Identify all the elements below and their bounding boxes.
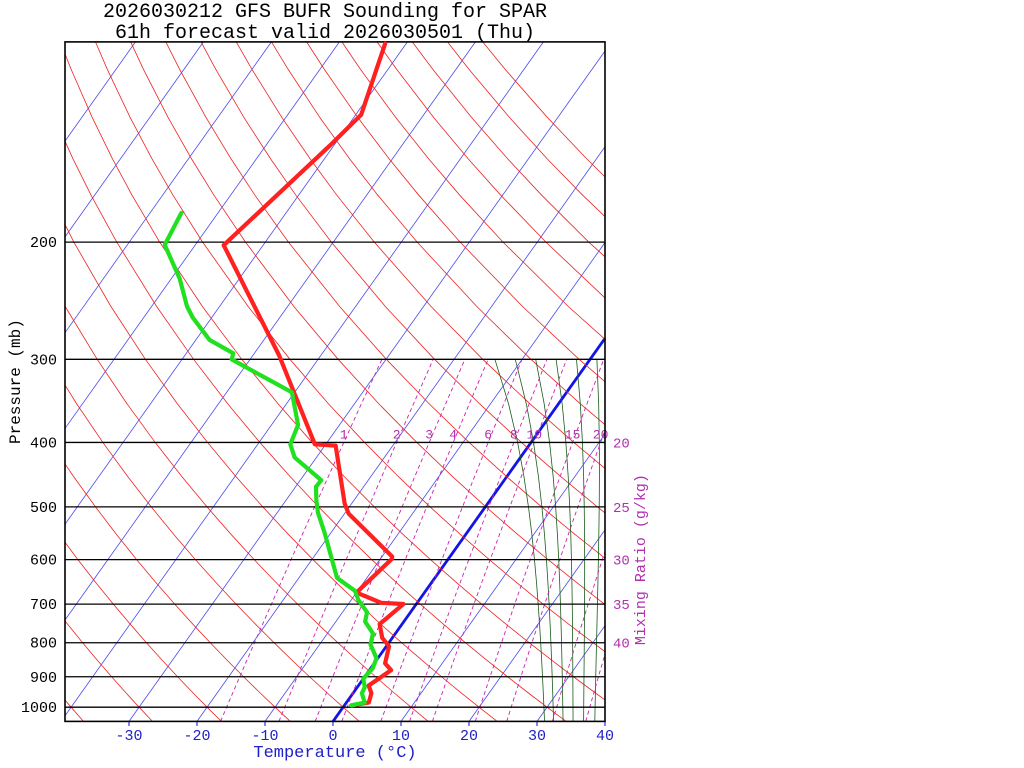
svg-text:20: 20 [613,436,630,452]
svg-text:-10: -10 [251,728,278,745]
svg-text:20: 20 [593,427,609,442]
svg-text:2: 2 [393,427,401,442]
svg-text:30: 30 [613,554,630,570]
svg-text:600: 600 [30,553,57,570]
svg-text:-20: -20 [183,728,210,745]
svg-text:800: 800 [30,636,57,653]
svg-text:500: 500 [30,500,57,517]
svg-text:Temperature (°C): Temperature (°C) [253,744,416,763]
svg-text:900: 900 [30,670,57,687]
svg-text:40: 40 [596,728,614,745]
svg-text:8: 8 [510,427,518,442]
svg-text:0: 0 [328,728,337,745]
svg-text:1: 1 [340,427,348,442]
svg-text:40: 40 [613,637,630,653]
svg-text:20: 20 [460,728,478,745]
svg-text:Pressure (mb): Pressure (mb) [7,319,25,444]
svg-text:300: 300 [30,352,57,369]
svg-text:Mixing Ratio (g/kg): Mixing Ratio (g/kg) [633,474,650,645]
svg-text:700: 700 [30,597,57,614]
svg-text:4: 4 [449,427,457,442]
svg-text:1000: 1000 [21,700,57,717]
svg-text:10: 10 [526,427,542,442]
svg-text:25: 25 [613,501,630,517]
svg-text:10: 10 [392,728,410,745]
svg-text:400: 400 [30,435,57,452]
svg-text:35: 35 [613,598,630,614]
svg-text:15: 15 [565,427,581,442]
svg-text:200: 200 [30,235,57,252]
svg-text:-30: -30 [115,728,142,745]
svg-text:3: 3 [425,427,433,442]
svg-text:30: 30 [528,728,546,745]
svg-text:6: 6 [484,427,492,442]
